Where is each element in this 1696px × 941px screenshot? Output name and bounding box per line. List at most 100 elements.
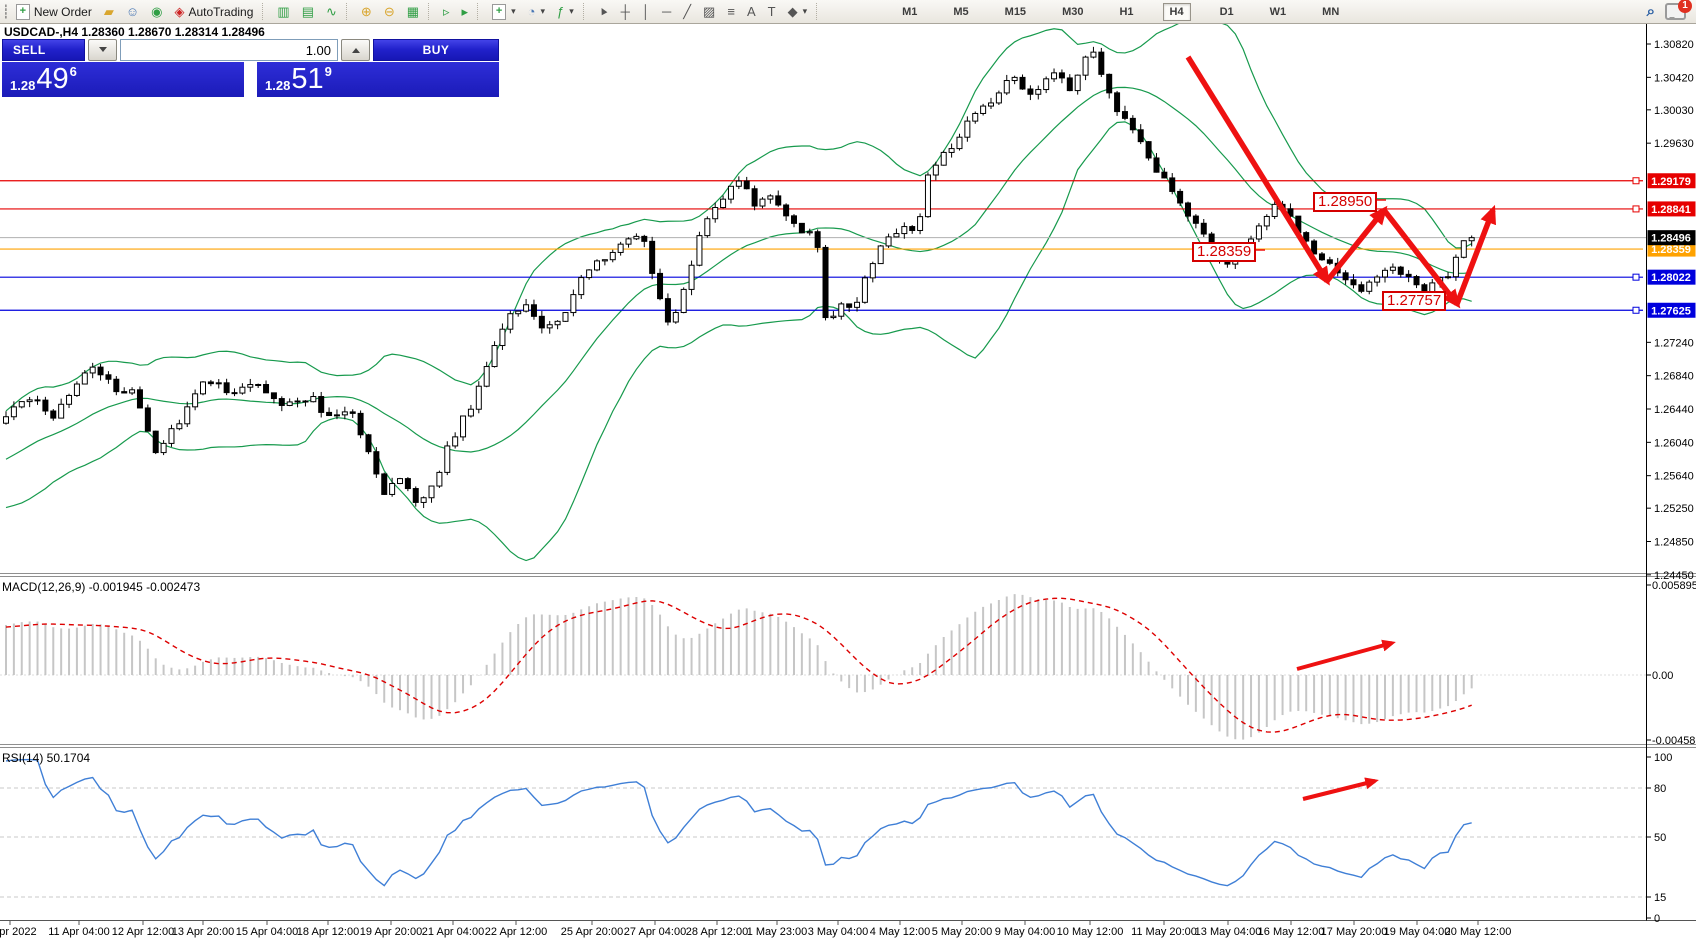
sell-price-display[interactable]: 1.28 49 6 [2, 62, 244, 97]
fibonacci-icon: ≡ [727, 4, 735, 19]
svg-text:1.27240: 1.27240 [1654, 337, 1694, 349]
timeframe-m5[interactable]: M5 [946, 3, 975, 21]
profiles-button[interactable]: ◔ ▾ [522, 2, 551, 21]
svg-text:-0.004586: -0.004586 [1652, 735, 1696, 747]
timeframe-w1[interactable]: W1 [1263, 3, 1294, 21]
svg-text:16 May 12:00: 16 May 12:00 [1258, 926, 1325, 938]
svg-text:1.30820: 1.30820 [1654, 39, 1694, 51]
chart-shift-icon: ▹ [443, 4, 450, 19]
notifications-icon[interactable]: 1 [1665, 0, 1692, 20]
timeframe-h4[interactable]: H4 [1162, 2, 1191, 21]
svg-text:1.25640: 1.25640 [1654, 471, 1694, 483]
svg-text:21 Apr 04:00: 21 Apr 04:00 [422, 926, 484, 938]
macd-signal-line [5, 597, 1472, 733]
candlestick-chart-button[interactable]: ▥ [271, 2, 295, 21]
sell-price-sup: 6 [69, 64, 77, 79]
bollinger-bands [5, 24, 1472, 562]
svg-text:10 May 12:00: 10 May 12:00 [1057, 926, 1124, 938]
svg-text:19 Apr 20:00: 19 Apr 20:00 [360, 926, 422, 938]
trend-arrows[interactable] [1185, 55, 1496, 801]
price-annotation[interactable]: 1.28950 [1313, 192, 1378, 212]
line-chart-button[interactable]: ∿ [320, 2, 343, 21]
signals-button[interactable]: ◉ [145, 2, 168, 21]
crosshair-tool-button[interactable]: ┼ [615, 2, 636, 21]
volume-input[interactable]: 1.00 [120, 39, 338, 61]
trendline-tool-button[interactable]: ╱ [677, 2, 697, 21]
volume-decrease-button[interactable] [88, 39, 117, 61]
horizontal-line-icon: ─ [662, 4, 672, 19]
timeframe-h1[interactable]: H1 [1112, 3, 1140, 21]
svg-text:15: 15 [1654, 892, 1666, 904]
bar-chart-icon: ▤ [301, 4, 314, 19]
zoom-in-button[interactable]: ⊕ [355, 2, 378, 21]
market-watch-gold-button[interactable]: ▰ [98, 2, 120, 21]
cursor-tool-button[interactable]: ▲ [592, 2, 615, 21]
new-order-button[interactable]: + New Order [10, 2, 98, 21]
text-label-tool-button[interactable]: T [762, 2, 782, 21]
buy-price-sup: 9 [324, 64, 332, 79]
chart-shift-button[interactable]: ▹ [437, 2, 456, 21]
svg-text:11 May 20:00: 11 May 20:00 [1131, 926, 1197, 938]
fibonacci-tool-button[interactable]: ≡ [721, 2, 741, 21]
timeframe-group: M1 M5 M15 M30 H1 H4 D1 W1 MN [895, 2, 1368, 21]
new-chart-button[interactable]: + ▾ [486, 2, 522, 21]
svg-text:1.29179: 1.29179 [1651, 176, 1691, 188]
horizontal-line-tool-button[interactable]: ─ [656, 2, 677, 21]
timeframe-d1[interactable]: D1 [1213, 3, 1241, 21]
tile-windows-button[interactable]: ▦ [401, 2, 425, 21]
arrows-icon: ◆ [787, 4, 798, 19]
zoom-out-icon: ⊖ [383, 4, 395, 19]
arrows-tool-button[interactable]: ◆ ▾ [782, 2, 814, 21]
zoom-out-button[interactable]: ⊖ [378, 2, 401, 21]
autotrading-button[interactable]: ◈ AutoTrading [168, 2, 259, 21]
svg-text:1.30420: 1.30420 [1654, 72, 1694, 84]
channel-tool-button[interactable]: ▨ [697, 2, 721, 21]
signal-icon: ◉ [151, 4, 163, 19]
autotrading-icon: ◈ [174, 4, 185, 19]
auto-scroll-button[interactable]: ▸ [456, 2, 475, 21]
svg-text:1.26440: 1.26440 [1654, 404, 1694, 416]
cursor-icon: ▲ [595, 3, 611, 19]
vertical-line-tool-button[interactable]: │ [636, 2, 656, 21]
svg-text:1.26840: 1.26840 [1654, 371, 1694, 383]
search-icon[interactable]: ⌕ [1646, 3, 1655, 20]
timeframe-mn[interactable]: MN [1315, 3, 1346, 21]
one-click-trading-panel: SELL 1.00 BUY 1.28 49 6 1.28 51 9 [2, 39, 499, 97]
chevron-down-icon: ▾ [802, 6, 808, 16]
bar-chart-button[interactable]: ▤ [296, 2, 320, 21]
timeframe-m30[interactable]: M30 [1055, 3, 1090, 21]
trendline-icon: ╱ [683, 4, 692, 19]
svg-text:3 May 04:00: 3 May 04:00 [808, 926, 869, 938]
timeframe-m15[interactable]: M15 [998, 3, 1033, 21]
svg-text:1.24850: 1.24850 [1654, 537, 1694, 549]
horizontal-level-lines[interactable] [0, 177, 1646, 314]
svg-text:100: 100 [1654, 752, 1672, 764]
price-annotation[interactable]: 1.28359 [1192, 242, 1257, 262]
buy-button[interactable]: BUY [373, 39, 499, 61]
svg-text:1.28841: 1.28841 [1651, 204, 1691, 216]
svg-text:1.28359: 1.28359 [1651, 244, 1691, 256]
price-annotation[interactable]: 1.27757 [1382, 291, 1447, 311]
text-tool-button[interactable]: A [741, 2, 762, 21]
indicators-button[interactable]: ƒ ▾ [551, 2, 580, 21]
svg-text:15 Apr 04:00: 15 Apr 04:00 [236, 926, 298, 938]
gold-icon: ▰ [103, 4, 114, 19]
autotrading-label: AutoTrading [188, 4, 254, 19]
toolbar-separator [816, 3, 821, 20]
clock-icon: ◔ [527, 4, 536, 19]
rsi-label: RSI(14) 50.1704 [2, 751, 91, 765]
rsi-line [5, 758, 1472, 887]
tile-windows-icon: ▦ [406, 4, 420, 19]
price-scale[interactable]: 1.30820 1.30420 1.30030 1.29630 1.27240 1.268… [1646, 39, 1696, 925]
expert-advisors-button[interactable]: ☺ [120, 2, 145, 21]
buy-price-display[interactable]: 1.28 51 9 [257, 62, 499, 97]
volume-increase-button[interactable] [341, 39, 370, 61]
timeframe-m1[interactable]: M1 [895, 3, 924, 21]
svg-text:0.005895: 0.005895 [1652, 580, 1696, 592]
sell-button[interactable]: SELL [2, 39, 85, 61]
sell-price-big: 49 [36, 63, 69, 95]
equidistant-channel-icon: ▨ [703, 4, 716, 19]
svg-text:1.26040: 1.26040 [1654, 437, 1694, 449]
